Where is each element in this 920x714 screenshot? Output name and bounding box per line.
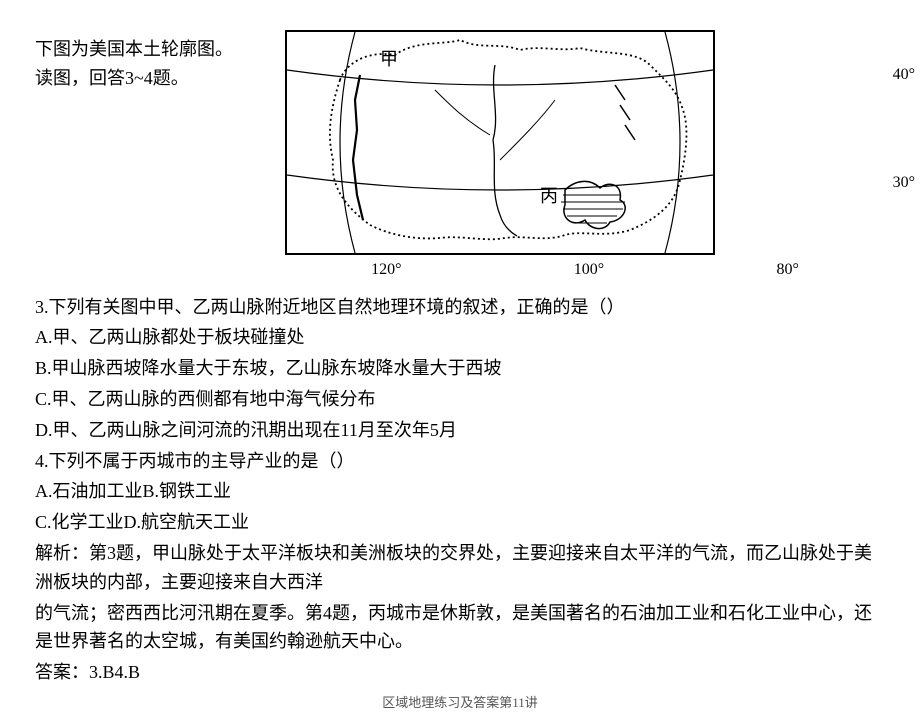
intro-line2: 读图，回答3~4题。: [35, 64, 285, 93]
page-footer: 区域地理练习及答案第11讲: [35, 693, 885, 714]
map-label-bing: 丙: [540, 186, 558, 206]
q4-lineAB: A.石油加工业B.钢铁工业: [35, 477, 885, 506]
map-container: 甲 丙 40° 30° 120° 100° 80°: [285, 30, 885, 283]
q3-stem: 3.下列有关图中甲、乙两山脉附近地区自然地理环境的叙述，正确的是（）: [35, 293, 885, 322]
q4-lineCD: C.化学工业D.航空航天工业: [35, 508, 885, 537]
top-section: 下图为美国本土轮廓图。 读图，回答3~4题。: [35, 30, 885, 283]
q4-stem: 4.下列不属于丙城市的主导产业的是（）: [35, 447, 885, 476]
questions-block: 3.下列有关图中甲、乙两山脉附近地区自然地理环境的叙述，正确的是（） A.甲、乙…: [35, 293, 885, 687]
analysis-line2: 的气流；密西西比河汛期在夏季。第4题，丙城市是休斯敦，是美国著名的石油加工业和石…: [35, 599, 885, 657]
answer-line: 答案：3.B4.B: [35, 658, 885, 687]
lat-30-label: 30°: [893, 170, 915, 196]
q3-optA: A.甲、乙两山脉都处于板块碰撞处: [35, 323, 885, 352]
lon-80: 80°: [776, 257, 798, 283]
map-label-jia: 甲: [380, 49, 398, 69]
longitude-labels: 120° 100° 80°: [285, 257, 885, 283]
lon-100: 100°: [574, 257, 604, 283]
lat-40-label: 40°: [893, 62, 915, 88]
q3-optB: B.甲山脉西坡降水量大于东坡，乙山脉东坡降水量大于西坡: [35, 354, 885, 383]
us-outline-map: 甲 丙: [285, 30, 715, 255]
q3-optD: D.甲、乙两山脉之间河流的汛期出现在11月至次年5月: [35, 416, 885, 445]
analysis-line1: 解析：第3题，甲山脉处于太平洋板块和美洲板块的交界处，主要迎接来自太平洋的气流，…: [35, 539, 885, 597]
q3-optC: C.甲、乙两山脉的西侧都有地中海气候分布: [35, 385, 885, 414]
intro-text: 下图为美国本土轮廓图。 读图，回答3~4题。: [35, 30, 285, 93]
intro-line1: 下图为美国本土轮廓图。: [35, 35, 285, 64]
lon-120: 120°: [371, 257, 401, 283]
